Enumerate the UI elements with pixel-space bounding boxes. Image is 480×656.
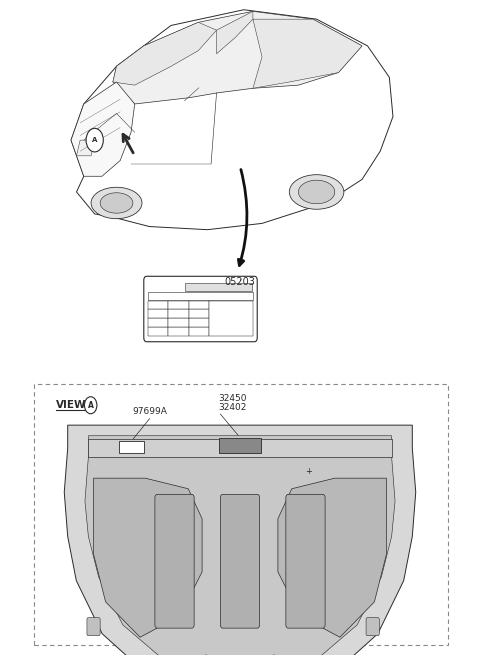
Text: 32402: 32402 (218, 403, 247, 412)
Ellipse shape (100, 193, 133, 213)
Polygon shape (76, 140, 95, 156)
Polygon shape (113, 11, 362, 104)
Bar (168, 310, 189, 318)
Bar (168, 300, 189, 310)
Text: A: A (92, 137, 97, 143)
Text: 97699A: 97699A (132, 407, 167, 417)
Bar (219, 438, 261, 453)
Circle shape (86, 129, 103, 152)
Circle shape (84, 397, 97, 414)
Bar (209, 300, 253, 336)
FancyBboxPatch shape (220, 495, 260, 628)
Text: 05203: 05203 (225, 277, 255, 287)
FancyBboxPatch shape (155, 495, 194, 628)
Text: 32450: 32450 (218, 394, 247, 403)
Bar (168, 327, 189, 336)
FancyBboxPatch shape (366, 617, 379, 636)
Polygon shape (71, 10, 393, 230)
Bar (189, 327, 209, 336)
Bar (148, 292, 253, 300)
Bar (120, 441, 144, 453)
Bar (189, 300, 209, 310)
Text: A: A (88, 401, 94, 410)
Polygon shape (71, 82, 135, 176)
FancyBboxPatch shape (87, 617, 100, 636)
Polygon shape (85, 436, 395, 656)
Polygon shape (188, 655, 292, 656)
Bar (185, 283, 252, 291)
Bar (148, 310, 168, 318)
Text: +: + (305, 466, 312, 476)
Ellipse shape (289, 174, 344, 209)
Polygon shape (113, 22, 216, 85)
Polygon shape (253, 19, 362, 89)
FancyBboxPatch shape (286, 495, 325, 628)
Text: VIEW: VIEW (56, 400, 86, 410)
Bar (189, 310, 209, 318)
Ellipse shape (91, 187, 142, 218)
Polygon shape (278, 478, 386, 637)
Bar (148, 300, 168, 310)
Polygon shape (64, 425, 416, 656)
Bar (168, 318, 189, 327)
Ellipse shape (299, 180, 335, 204)
Bar (34, 384, 448, 646)
Bar (148, 327, 168, 336)
Bar (88, 440, 392, 457)
FancyBboxPatch shape (144, 276, 257, 342)
Polygon shape (216, 11, 253, 54)
Bar (189, 318, 209, 327)
Bar (148, 318, 168, 327)
Polygon shape (94, 478, 202, 637)
